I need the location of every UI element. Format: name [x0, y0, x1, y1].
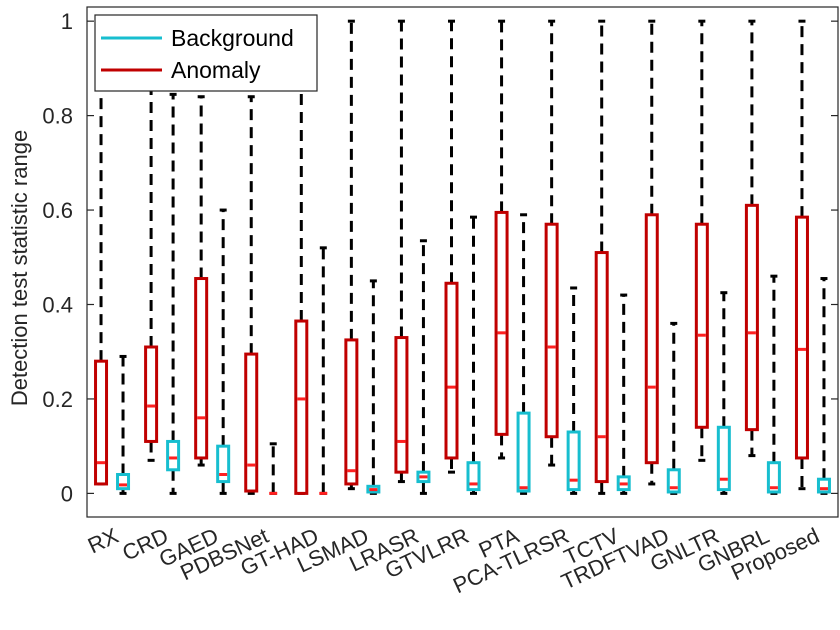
y-axis-label: Detection test statistic range [7, 130, 32, 406]
box-anomaly-pta [494, 19, 509, 460]
box-anomaly-pdbsnet [244, 95, 259, 495]
box-body [716, 425, 731, 492]
box-body [216, 444, 231, 484]
box-anomaly-trdftvad [644, 19, 659, 486]
y-tick-label: 1 [61, 9, 73, 34]
box-body [444, 281, 459, 460]
box-anomaly-gnbrl [744, 19, 759, 458]
axes-frame [86, 6, 839, 518]
box-background-gaed [216, 208, 231, 495]
box-background-trdftvad [666, 321, 681, 495]
box-body [666, 468, 681, 494]
box-body [294, 319, 309, 495]
box-body [144, 345, 159, 443]
box-background-gnltr [716, 291, 731, 495]
y-tick-label: 0 [61, 481, 73, 506]
box-body [394, 336, 409, 474]
box-background-pca-tlrsr [566, 286, 581, 495]
box-body [794, 215, 809, 460]
y-tick-label: 0.2 [42, 387, 73, 412]
box-background-gtvlrr [466, 215, 481, 495]
box-anomaly-proposed [794, 19, 809, 491]
box-body [816, 477, 831, 494]
box-background-rx [116, 354, 131, 495]
box-body [94, 359, 109, 486]
box-anomaly-gnltr [694, 19, 709, 462]
box-background-pdbsnet [269, 442, 278, 495]
box-body [544, 222, 559, 439]
y-tick-label: 0.4 [42, 293, 73, 318]
box-body [644, 213, 659, 465]
legend: Background Anomaly [94, 14, 318, 92]
box-anomaly-lrasr [394, 19, 409, 484]
box-body [766, 461, 781, 494]
box-anomaly-gtvlrr [444, 19, 459, 474]
box-body [116, 473, 131, 491]
y-tick-label: 0.6 [42, 198, 73, 223]
box-background-proposed [816, 277, 831, 495]
box-body [344, 338, 359, 486]
box-body [166, 439, 181, 472]
y-tick-label: 0.8 [42, 104, 73, 129]
box-anomaly-gaed [194, 95, 209, 467]
legend-box [94, 14, 318, 92]
box-anomaly-pca-tlrsr [544, 19, 559, 467]
box-body [594, 251, 609, 484]
box-body [194, 277, 209, 460]
box-background-gt-had [319, 246, 328, 495]
box-body [566, 430, 581, 492]
box-anomaly-lsmad [344, 19, 359, 491]
legend-label-background: Background [171, 25, 294, 51]
box-anomaly-tctv [594, 19, 609, 495]
y-axis-ticks: 0 0.2 0.4 0.6 0.8 1 [42, 9, 838, 506]
box-background-pta [516, 213, 531, 495]
box-background-crd [166, 92, 181, 495]
box-body [694, 222, 709, 429]
box-background-lrasr [416, 239, 431, 495]
box-body [494, 210, 509, 436]
legend-label-anomaly: Anomaly [171, 57, 261, 83]
box-body [744, 203, 759, 432]
plot-area [86, 6, 839, 518]
box-body [516, 411, 531, 493]
box-background-tctv [616, 293, 631, 495]
box-background-lsmad [366, 279, 381, 495]
box-body [466, 461, 481, 492]
box-background-gnbrl [766, 274, 781, 495]
box-body [244, 352, 259, 493]
